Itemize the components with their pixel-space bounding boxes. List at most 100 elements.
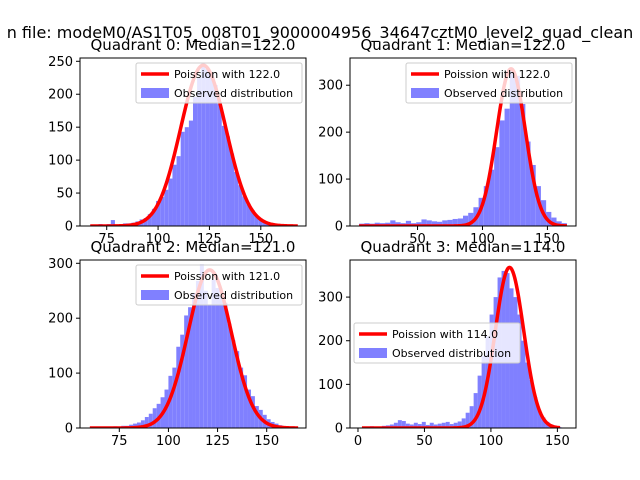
histogram-bar: [225, 136, 230, 226]
histogram-bar: [457, 421, 462, 428]
histogram-bar: [390, 220, 396, 226]
legend-swatch-observed: [411, 88, 439, 98]
legend-label-poisson: Poission with 121.0: [174, 270, 280, 283]
histogram-bar: [219, 296, 224, 428]
histogram-bar: [525, 141, 531, 226]
legend: Poission with 122.0 Observed distribution: [405, 62, 573, 104]
histogram-bar: [521, 340, 526, 428]
histogram-bar: [203, 290, 208, 428]
histogram-bar: [160, 197, 165, 226]
histogram-bar: [238, 185, 243, 226]
histogram-bar: [417, 424, 422, 428]
histogram-bar: [395, 222, 401, 226]
histogram-bar: [509, 71, 515, 226]
histogram-bar: [465, 412, 470, 428]
subplot-quadrant-0: 75 100 125 150 0 50 100 150 200 250 Quadrant 0: Me…: [48, 36, 307, 247]
histogram-bar: [250, 210, 255, 226]
y-tick-label: 100: [48, 154, 73, 169]
histogram-bar: [143, 218, 148, 226]
histogram-bar: [184, 127, 189, 226]
subplot-title: Quadrant 1: Median=122.0: [361, 36, 566, 54]
histogram-bar: [537, 410, 542, 428]
histogram-bar: [413, 422, 418, 428]
histogram-bar: [164, 189, 169, 226]
x-tick-label: 50: [416, 434, 433, 449]
legend-swatch-observed: [141, 290, 169, 300]
y-tick-label: 200: [318, 334, 343, 349]
x-tick-label: 100: [470, 232, 495, 247]
legend-box: [135, 264, 303, 306]
y-tick-label: 150: [48, 121, 73, 136]
histogram-bar: [499, 120, 505, 226]
histogram-bar: [463, 215, 469, 226]
histogram-bar: [461, 418, 466, 428]
histogram-bar: [525, 362, 530, 428]
axes-frame: [349, 57, 577, 227]
histogram-bar: [489, 314, 494, 428]
histogram-bar: [453, 422, 458, 428]
histogram-bar: [504, 108, 510, 226]
histogram-bar: [426, 220, 432, 226]
histogram-bar: [541, 417, 546, 428]
histogram-bar: [421, 421, 426, 428]
histogram-bars: [90, 62, 296, 226]
subplot-grid: 75 100 125 150 0 50 100 150 200 250 Quadrant 0: Me…: [48, 36, 577, 449]
histogram-bar: [457, 218, 463, 226]
y-tick-label: 0: [65, 220, 73, 235]
histogram-bar: [180, 131, 185, 226]
histogram-bar: [136, 422, 141, 428]
y-tick-label: 200: [48, 312, 73, 327]
legend: Poission with 122.0 Observed distribution: [135, 62, 303, 104]
histogram-bar: [152, 408, 157, 428]
subplot-title: Quadrant 2: Median=121.0: [91, 238, 296, 256]
histogram-bar: [429, 422, 434, 428]
y-tick-label: 200: [48, 88, 73, 103]
subplot-quadrant-1: 50 100 150 0 100 200 300 Quadrant 1: Median=122…: [318, 36, 577, 247]
histogram-bar: [176, 346, 181, 428]
histogram-bar: [250, 396, 255, 428]
histogram-bar: [229, 153, 235, 226]
y-tick-label: 0: [335, 422, 343, 437]
histogram-bar: [215, 288, 220, 428]
subplot-title: Quadrant 0: Median=122.0: [91, 36, 296, 54]
histogram-bar: [437, 221, 443, 226]
y-tick-label: 200: [318, 126, 343, 141]
histogram-bar: [483, 186, 489, 226]
histogram-bar: [188, 120, 193, 226]
y-tick-label: 0: [65, 422, 73, 437]
legend-label-poisson: Poission with 114.0: [392, 328, 498, 341]
histogram-bar: [449, 424, 454, 428]
legend-label-poisson: Poission with 122.0: [444, 68, 550, 81]
legend: Poission with 114.0 Observed distribution: [353, 322, 521, 364]
histogram-bar: [234, 171, 239, 226]
histogram-bar: [184, 315, 189, 428]
x-tick-label: 150: [254, 434, 279, 449]
histogram-bar: [197, 77, 202, 226]
x-tick-label: 125: [205, 434, 230, 449]
histogram-bar: [445, 421, 450, 428]
histogram-bar: [151, 208, 157, 226]
histogram-bar: [221, 125, 226, 226]
histogram-bar: [258, 218, 263, 226]
histogram-bar: [416, 222, 422, 226]
x-tick-label: 75: [111, 434, 128, 449]
histogram-bar: [431, 221, 438, 226]
y-tick-label: 50: [56, 187, 73, 202]
x-tick-label: 75: [98, 232, 115, 247]
histogram-bar: [231, 340, 236, 428]
histogram-bar: [247, 389, 251, 428]
x-tick-label: 0: [354, 434, 362, 449]
histogram-bar: [199, 264, 204, 428]
histogram-bar: [213, 85, 218, 226]
poisson-curve: [359, 66, 567, 226]
legend-label-observed: Observed distribution: [392, 347, 511, 360]
legend-label-observed: Observed distribution: [174, 289, 293, 302]
histogram-bar: [488, 169, 495, 226]
legend-label-observed: Observed distribution: [174, 87, 293, 100]
histogram-bar: [207, 304, 212, 428]
histogram-bar: [205, 69, 210, 226]
axes-frame: [79, 57, 307, 227]
histogram-bar: [401, 421, 406, 428]
histogram-bar: [473, 393, 478, 428]
